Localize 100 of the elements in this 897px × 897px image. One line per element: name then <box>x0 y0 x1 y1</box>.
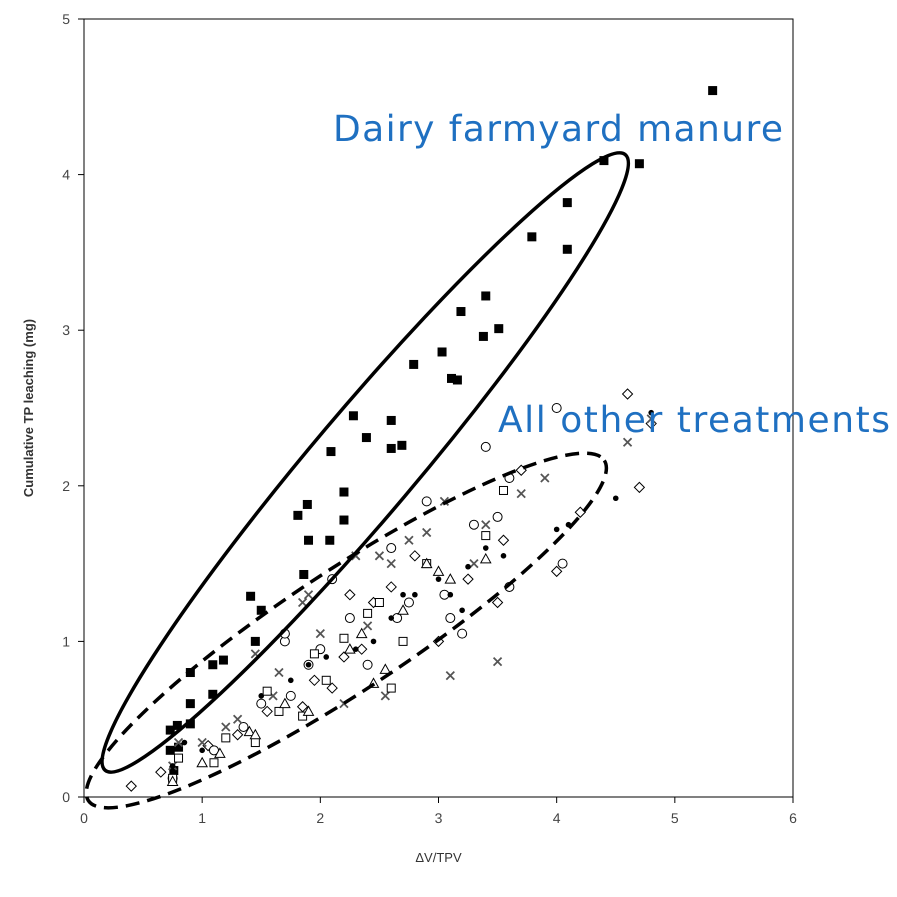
point <box>386 558 396 568</box>
point <box>274 668 284 678</box>
point <box>448 592 454 598</box>
point <box>380 664 391 674</box>
point <box>386 416 396 425</box>
point <box>492 597 504 608</box>
x-tick-label: 3 <box>434 810 443 826</box>
point <box>452 375 462 384</box>
point <box>562 244 572 254</box>
point <box>708 86 718 96</box>
x-tick-label: 2 <box>316 810 324 826</box>
point <box>274 706 284 716</box>
point <box>166 726 175 735</box>
point <box>170 763 176 769</box>
point <box>303 706 314 716</box>
point <box>457 628 468 639</box>
annotation: Dairy farmyard manure <box>333 109 783 150</box>
point <box>386 684 396 693</box>
x-axis-title: ΔV/TPV <box>415 850 462 865</box>
point <box>552 403 562 413</box>
y-tick-label: 0 <box>62 789 70 805</box>
point <box>238 722 249 732</box>
x-tick-label: 4 <box>552 810 561 826</box>
point <box>246 592 256 601</box>
point <box>612 495 619 502</box>
point <box>325 536 334 545</box>
point <box>456 307 466 316</box>
point <box>422 496 432 506</box>
point <box>374 550 384 561</box>
point <box>208 745 219 756</box>
point <box>209 758 218 768</box>
point <box>412 592 418 598</box>
point <box>126 780 137 792</box>
point <box>478 332 488 341</box>
point <box>250 729 261 740</box>
point <box>174 754 184 763</box>
point <box>293 510 302 520</box>
point <box>386 444 396 453</box>
point <box>516 464 527 476</box>
x-tick-label: 0 <box>80 810 88 826</box>
point <box>196 757 208 768</box>
point <box>465 564 471 570</box>
point <box>299 570 308 579</box>
point <box>232 714 243 724</box>
point <box>481 531 490 540</box>
point <box>438 347 447 356</box>
point <box>350 550 361 561</box>
point <box>232 729 244 740</box>
point <box>356 644 368 655</box>
point <box>339 516 348 525</box>
point <box>323 654 330 660</box>
point <box>370 638 376 644</box>
point <box>404 535 414 546</box>
point <box>409 360 418 369</box>
point <box>398 604 409 615</box>
point <box>356 628 368 638</box>
point <box>348 411 358 420</box>
point <box>527 232 536 242</box>
x-tick-label: 6 <box>789 810 798 826</box>
point <box>344 589 356 600</box>
point <box>174 738 184 748</box>
point <box>286 690 296 701</box>
y-tick-label: 1 <box>62 633 70 650</box>
point <box>386 543 396 554</box>
point <box>634 482 645 493</box>
point <box>362 433 371 442</box>
point <box>439 590 450 600</box>
point <box>344 644 356 654</box>
point <box>481 291 490 300</box>
point <box>388 615 394 621</box>
point <box>288 678 294 684</box>
point <box>362 620 372 631</box>
point <box>297 701 308 712</box>
point <box>400 592 406 598</box>
point <box>268 690 278 701</box>
point <box>338 651 350 662</box>
point <box>322 676 331 685</box>
y-tick-label: 2 <box>62 478 70 494</box>
x-tick-label: 5 <box>670 810 679 826</box>
point <box>500 553 506 559</box>
point <box>409 550 420 562</box>
y-tick-label: 3 <box>62 322 70 338</box>
point <box>498 534 509 546</box>
point <box>422 528 432 538</box>
point <box>304 590 314 600</box>
point <box>494 324 504 334</box>
point <box>551 566 562 577</box>
point <box>482 545 489 551</box>
point <box>459 607 465 614</box>
y-tick-label: 5 <box>62 11 70 27</box>
point <box>220 722 231 732</box>
point <box>634 159 644 168</box>
point <box>554 526 560 532</box>
point <box>344 613 355 624</box>
point <box>221 733 230 742</box>
point <box>298 598 308 608</box>
point <box>326 682 338 694</box>
point <box>480 520 491 530</box>
point <box>258 693 264 699</box>
point <box>468 520 479 530</box>
